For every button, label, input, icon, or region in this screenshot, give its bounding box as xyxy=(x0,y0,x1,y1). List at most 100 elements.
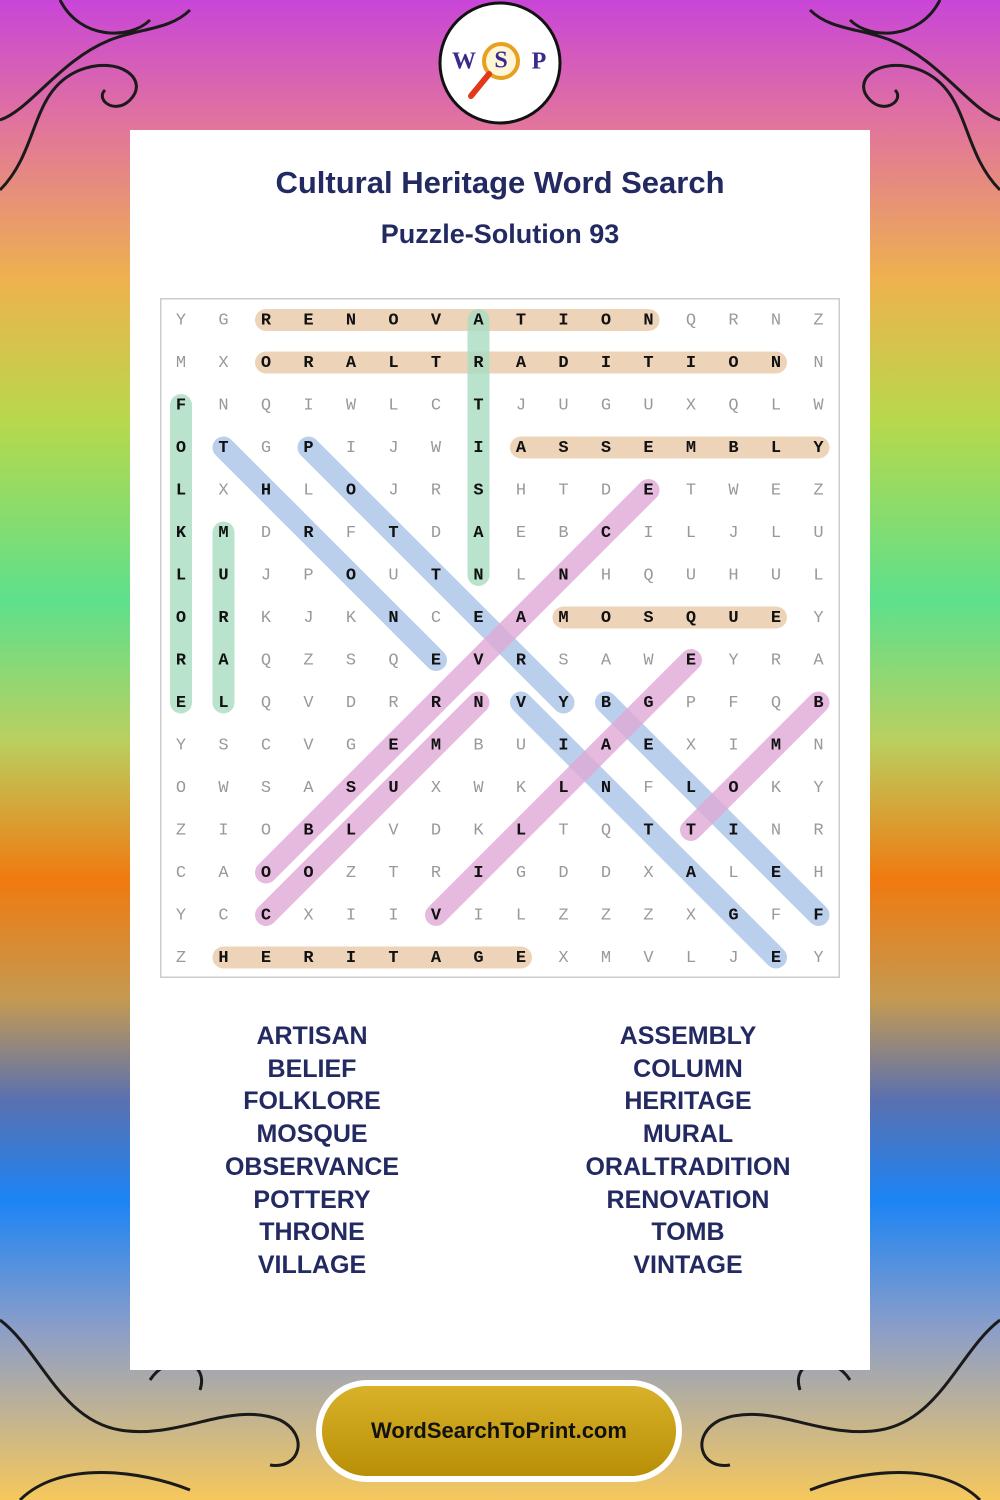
word-list-right: ASSEMBLY COLUMN HERITAGE MURAL ORALTRADITION… xyxy=(508,1020,868,1282)
grid-letter: H xyxy=(218,949,228,968)
grid-letter: Y xyxy=(176,736,186,755)
grid-letter: L xyxy=(728,864,738,883)
grid-letter: V xyxy=(516,694,527,713)
grid-letter: L xyxy=(686,524,696,543)
grid-letter: C xyxy=(601,524,611,543)
puzzle-panel xyxy=(130,130,870,1370)
grid-letter: Q xyxy=(643,566,653,585)
grid-letter: J xyxy=(516,396,526,415)
grid-letter: X xyxy=(218,354,228,373)
grid-letter: E xyxy=(261,949,271,968)
grid-letter: H xyxy=(601,566,611,585)
grid-letter: C xyxy=(176,864,186,883)
grid-letter: S xyxy=(558,651,568,670)
grid-letter: M xyxy=(601,949,611,968)
grid-letter: U xyxy=(388,779,398,798)
grid-letter: Q xyxy=(771,694,781,713)
solution-highlight xyxy=(255,691,490,926)
grid-letter: N xyxy=(771,354,781,373)
grid-letter: V xyxy=(431,906,442,925)
grid-letter: M xyxy=(771,736,781,755)
grid-letter: F xyxy=(813,906,823,925)
grid-letter: R xyxy=(303,354,314,373)
grid-letter: A xyxy=(218,651,229,670)
grid-letter: T xyxy=(686,821,696,840)
word: BELIEF xyxy=(267,1054,357,1083)
grid-letter: R xyxy=(473,354,484,373)
grid-letter: P xyxy=(303,439,313,458)
word: TOMB xyxy=(651,1218,725,1247)
grid-letter: Y xyxy=(813,439,824,458)
grid-letter: N xyxy=(813,354,823,373)
grid-letter: E xyxy=(303,311,313,330)
grid-letter: L xyxy=(516,566,526,585)
grid-letter: A xyxy=(601,651,612,670)
grid-letter: Q xyxy=(686,311,696,330)
grid-letter: D xyxy=(261,524,271,543)
grid-letter: O xyxy=(261,354,271,373)
grid-letter: K xyxy=(346,609,357,628)
title: Cultural Heritage Word Search xyxy=(275,165,725,200)
grid-letter: K xyxy=(473,821,484,840)
grid-letter: M xyxy=(431,736,441,755)
solution-highlight xyxy=(255,479,660,884)
grid-letter: X xyxy=(686,736,696,755)
grid-letter: W xyxy=(346,396,357,415)
grid-letter: T xyxy=(473,396,483,415)
grid-letter: B xyxy=(813,694,823,713)
grid-letter: I xyxy=(346,906,356,925)
site-button[interactable]: WordSearchToPrint.com xyxy=(322,1386,676,1476)
grid-letter: J xyxy=(303,609,313,628)
grid-letter: S xyxy=(473,481,483,500)
grid-letter: W xyxy=(473,779,484,798)
grid-letter: Z xyxy=(601,906,611,925)
grid-letter: N xyxy=(388,609,398,628)
grid-letter: D xyxy=(558,864,568,883)
grid-letter: L xyxy=(176,566,186,585)
grid-letter: X xyxy=(686,396,696,415)
grid-letter: I xyxy=(303,396,313,415)
logo-letter: S xyxy=(494,48,507,74)
grid-border xyxy=(160,298,840,978)
grid-letter: I xyxy=(473,864,483,883)
grid-letter: Z xyxy=(346,864,356,883)
grid-letter: M xyxy=(558,609,568,628)
grid-letter: V xyxy=(473,651,484,670)
grid-letter: R xyxy=(431,864,441,883)
grid-letter: B xyxy=(558,524,568,543)
grid-letter: I xyxy=(473,439,483,458)
grid-letter: L xyxy=(388,354,398,373)
grid-letter: T xyxy=(516,311,526,330)
grid-letter: E xyxy=(643,736,653,755)
grid-letter: L xyxy=(558,779,568,798)
grid-letter: H xyxy=(728,566,738,585)
grid-letter: A xyxy=(346,354,357,373)
word: HERITAGE xyxy=(624,1087,752,1116)
letter-grid: Y G R E N O V A T I O N Q R N Z M X O R A L T R A D I T I O N N F N Q I W L C T… xyxy=(160,298,840,978)
grid-letter: I xyxy=(643,524,653,543)
grid-letter: B xyxy=(473,736,483,755)
grid-letter: L xyxy=(176,481,186,500)
word: MURAL xyxy=(642,1120,734,1149)
grid-letter: X xyxy=(558,949,568,968)
grid-letter: O xyxy=(346,566,356,585)
grid-letter: Z xyxy=(558,906,568,925)
grid-letter: O xyxy=(601,311,611,330)
grid-letter: Q xyxy=(261,396,271,415)
grid-letter: O xyxy=(176,609,186,628)
grid-letter: U xyxy=(558,396,568,415)
grid-letter: I xyxy=(388,906,398,925)
word: OBSERVANCE xyxy=(224,1152,400,1181)
grid-letter: R xyxy=(813,821,823,840)
grid-letter: M xyxy=(176,354,186,373)
grid-letter: J xyxy=(728,524,738,543)
grid-letter: E xyxy=(771,949,781,968)
solution-highlight xyxy=(212,436,447,671)
grid-letter: H xyxy=(813,864,823,883)
grid-letter: E xyxy=(431,651,441,670)
grid-letter: T xyxy=(643,354,653,373)
subtitle: Puzzle-Solution 93 xyxy=(380,219,620,249)
grid-letter: T xyxy=(643,821,653,840)
grid-letter: C xyxy=(261,736,271,755)
solution-highlight xyxy=(297,436,575,714)
